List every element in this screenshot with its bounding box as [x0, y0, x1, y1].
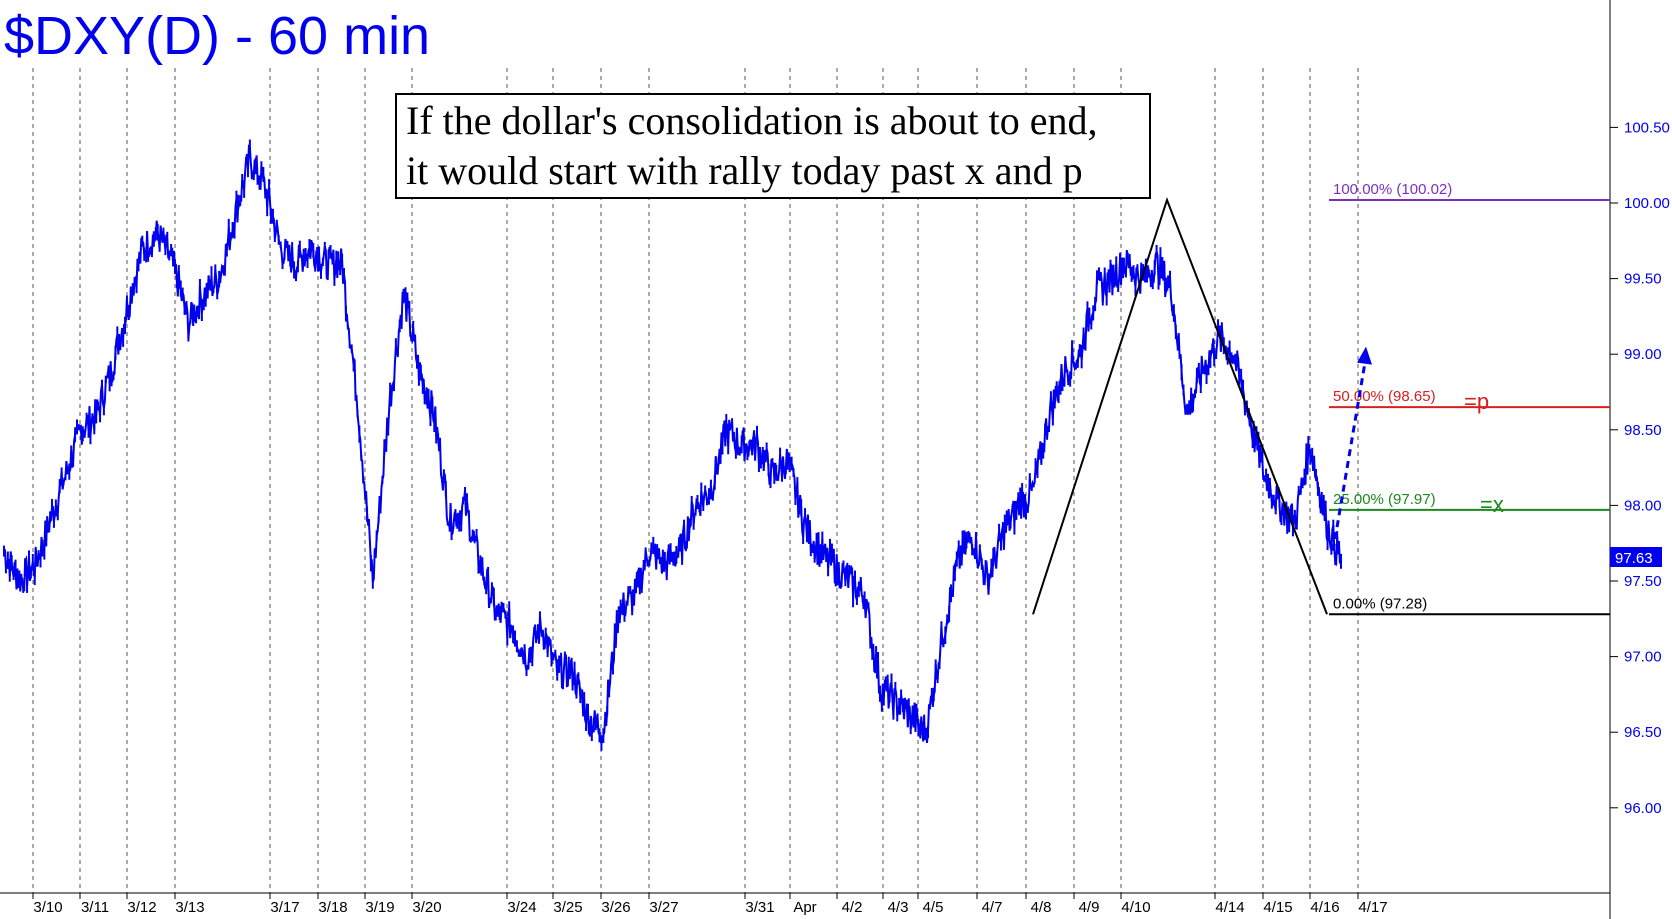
y-tick-label-1: 100.00 [1624, 195, 1670, 212]
abc-pattern [1032, 196, 1328, 615]
x-label-12: 3/31 [745, 899, 774, 916]
x-label-14: 4/2 [842, 899, 863, 916]
x-axis-labels: 3/10 3/11 3/12 3/13 3/17 3/18 3/19 3/20 3/24 3/25… [32, 893, 1388, 916]
fib-label-3: 0.00% (97.28) [1333, 595, 1427, 612]
fib-suffix-1: =p [1464, 389, 1489, 414]
x-label-19: 4/9 [1079, 899, 1100, 916]
fib-label-2: 25.00% (97.97) [1333, 491, 1436, 508]
y-tick-label-3: 99.00 [1624, 346, 1662, 363]
y-tick-label-9: 96.00 [1624, 800, 1662, 817]
y-tick-label-8: 96.50 [1624, 724, 1662, 741]
y-tick-label-7: 97.00 [1624, 649, 1662, 666]
projection-arrowhead [1357, 346, 1372, 365]
x-label-24: 4/17 [1358, 899, 1387, 916]
x-label-11: 3/27 [649, 899, 678, 916]
chart-title: $DXY(D) - 60 min [4, 6, 430, 66]
last-price-label: 97.63 [1615, 550, 1653, 567]
x-label-4: 3/17 [270, 899, 299, 916]
last-price-marker: 97.63 [1610, 547, 1662, 567]
fib-label-1: 50.00% (98.65) [1333, 388, 1436, 405]
x-label-20: 4/10 [1121, 899, 1150, 916]
x-label-21: 4/14 [1215, 899, 1244, 916]
y-axis-ticks: 100.50 100.00 99.50 99.00 98.50 98.00 97.50 97.… [1610, 119, 1670, 817]
fib-suffix-2: =x [1480, 492, 1504, 517]
x-label-17: 4/7 [982, 899, 1003, 916]
projection-line [1331, 356, 1368, 552]
x-label-1: 3/11 [81, 899, 109, 916]
x-label-7: 3/20 [412, 899, 441, 916]
x-label-15: 4/3 [888, 899, 909, 916]
vertical-gridlines [32, 68, 1359, 893]
x-label-9: 3/25 [553, 899, 582, 916]
y-tick-label-5: 98.00 [1624, 497, 1662, 514]
annotation-box: If the dollar's consolidation is about t… [395, 93, 1151, 199]
x-label-5: 3/18 [318, 899, 347, 916]
y-tick-label-0: 100.50 [1624, 119, 1670, 136]
annotation-line-2: it would start with rally today past x a… [406, 148, 1083, 193]
y-tick-label-2: 99.50 [1624, 271, 1662, 288]
x-label-16: 4/5 [923, 899, 944, 916]
y-tick-label-6: 97.50 [1624, 573, 1662, 590]
price-series [3, 139, 1342, 751]
price-line [3, 144, 1342, 745]
y-tick-label-4: 98.50 [1624, 422, 1662, 439]
pattern-lines [1032, 196, 1328, 615]
x-label-3: 3/13 [175, 899, 204, 916]
x-label-2: 3/12 [127, 899, 156, 916]
x-label-6: 3/19 [365, 899, 394, 916]
fib-label-0: 100.00% (100.02) [1333, 181, 1452, 198]
annotation-line-1: If the dollar's consolidation is about t… [406, 98, 1098, 143]
x-label-8: 3/24 [507, 899, 536, 916]
fibonacci-levels: 100.00% (100.02) 50.00% (98.65) =p 25.00% (… [1329, 181, 1610, 616]
projection-arrow [1331, 346, 1372, 552]
x-label-0: 3/10 [33, 899, 62, 916]
x-label-22: 4/15 [1263, 899, 1292, 916]
x-label-23: 4/16 [1310, 899, 1339, 916]
x-label-13: Apr [793, 899, 816, 916]
x-label-10: 3/26 [601, 899, 630, 916]
x-label-18: 4/8 [1031, 899, 1052, 916]
